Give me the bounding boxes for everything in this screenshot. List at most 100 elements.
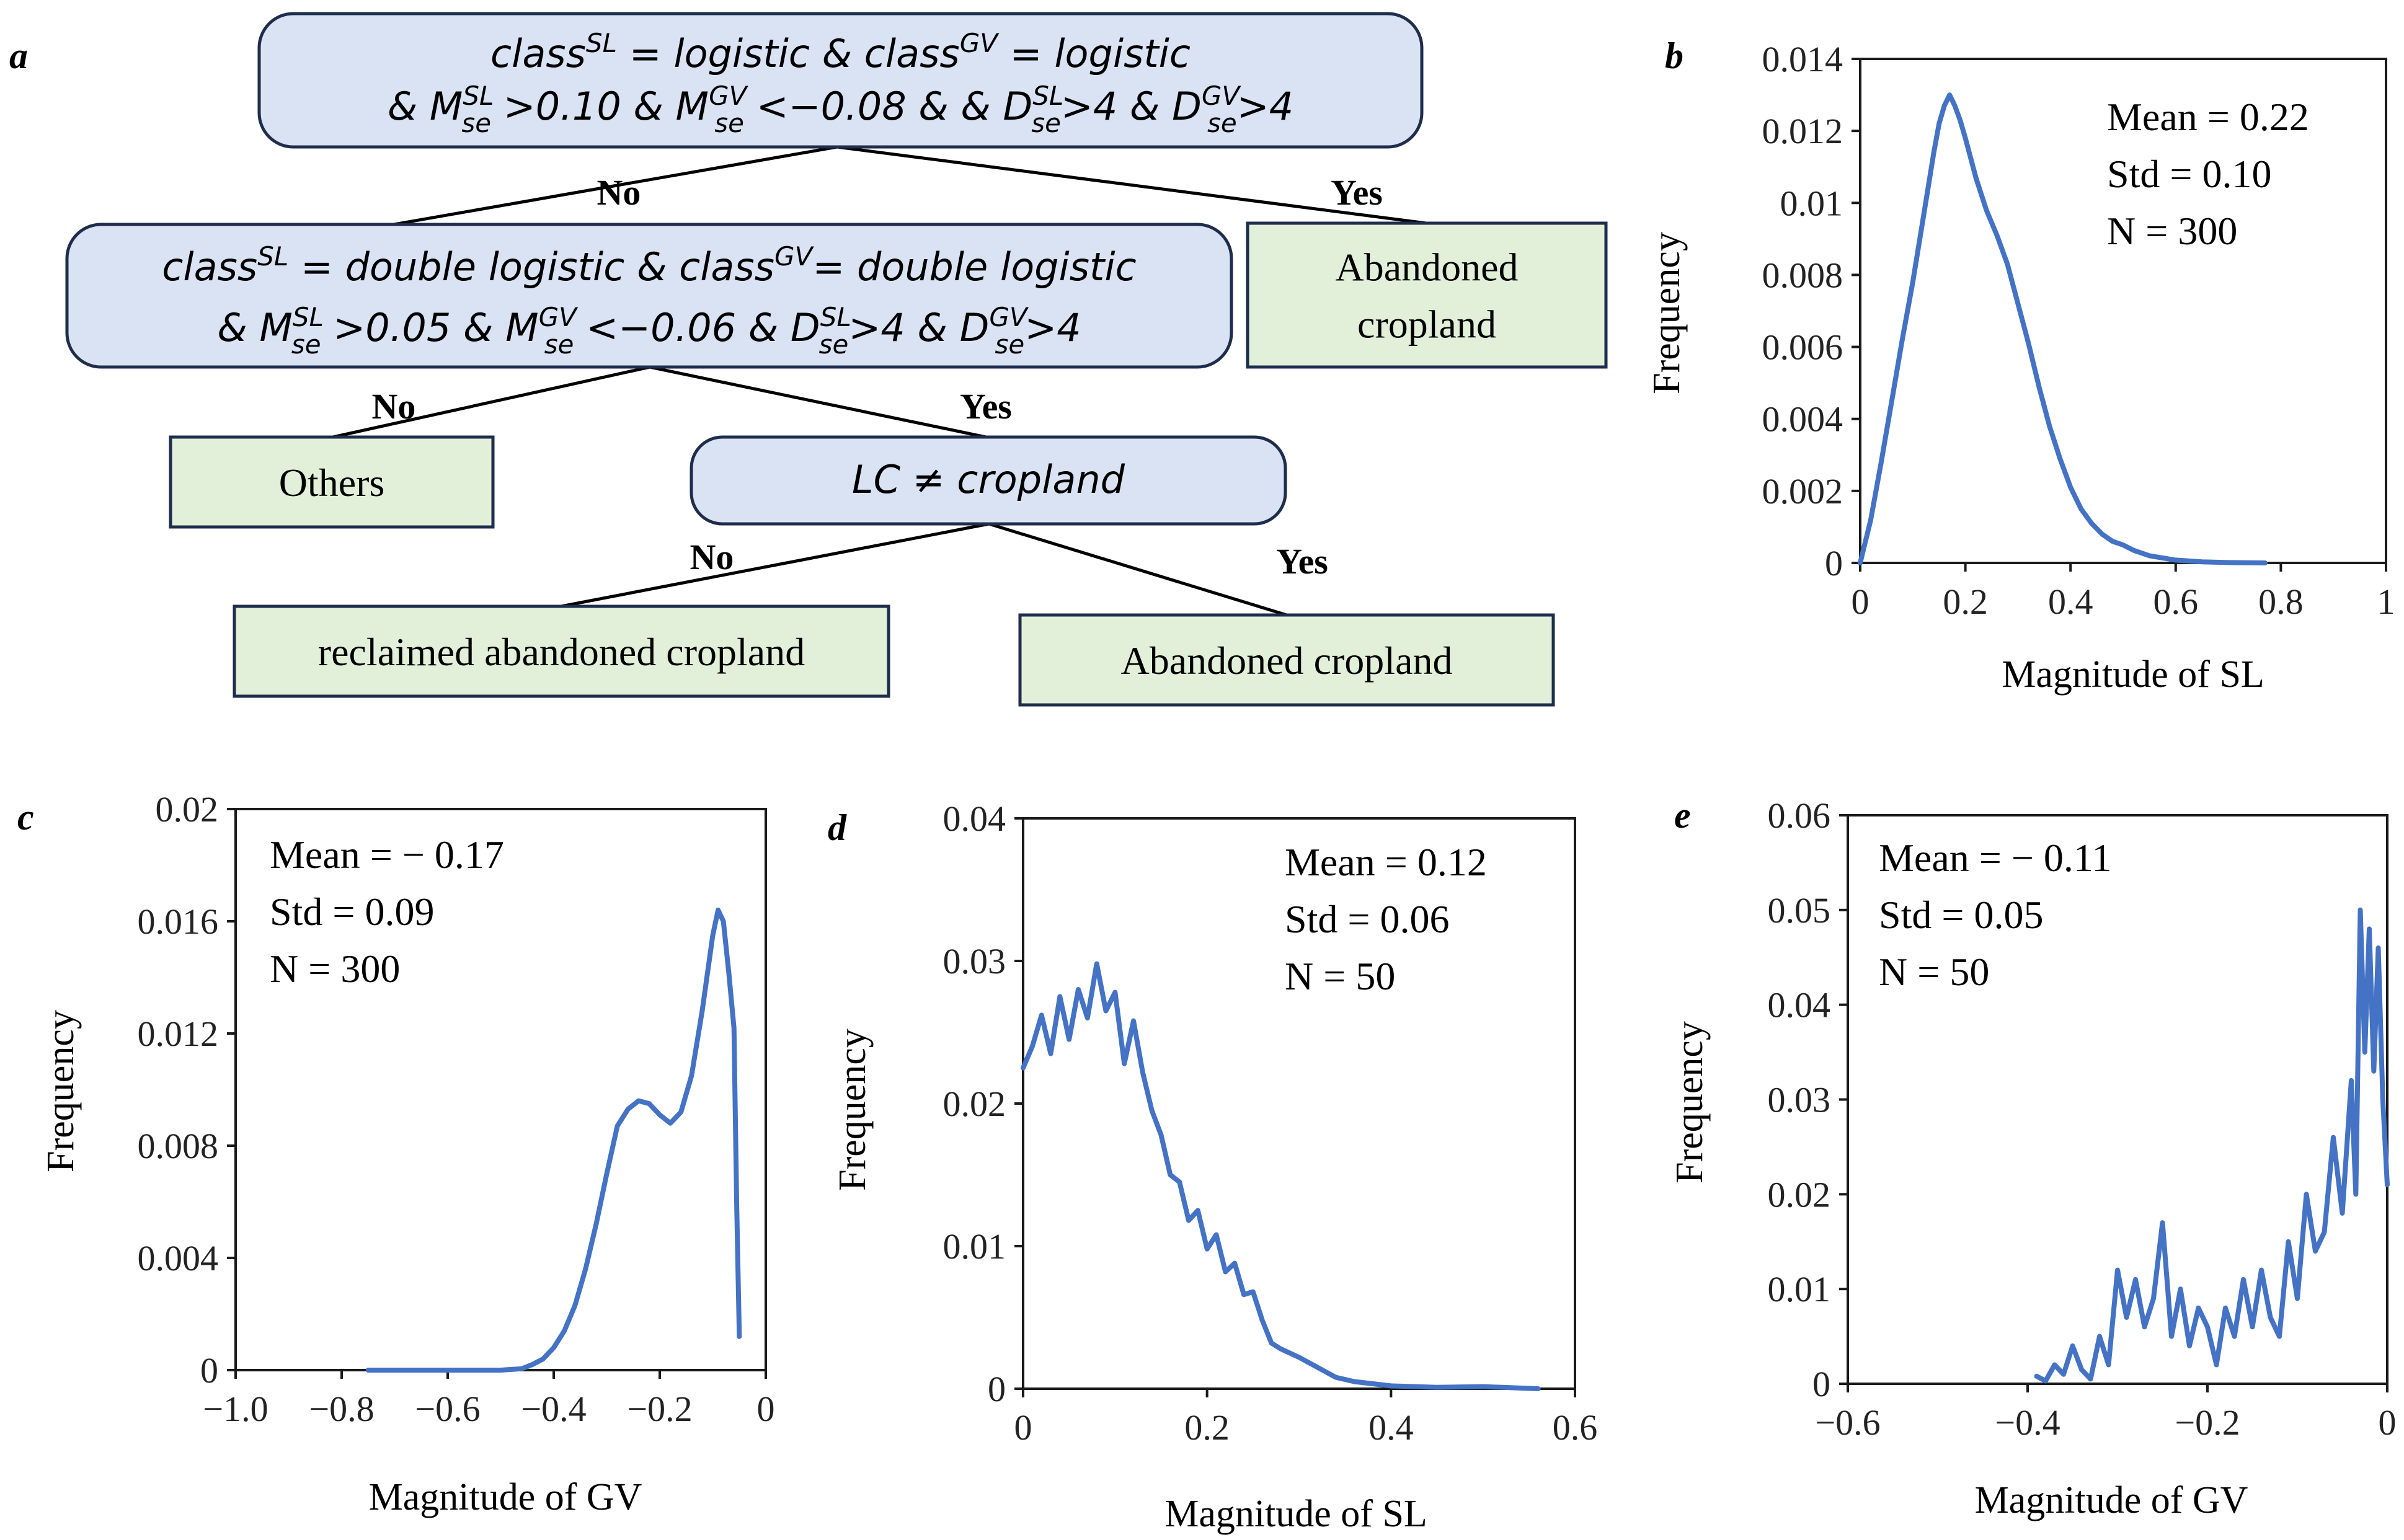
y-tick-label: 0.04 xyxy=(1768,985,1831,1025)
stats-line: Std = 0.10 xyxy=(2107,152,2271,196)
y-tick-label: 0 xyxy=(1825,543,1843,583)
tree-edge-label-no: No xyxy=(690,537,734,577)
chart-panel-d: 0 0.01 0.02 0.03 0.04 0 0.2 0.4 0.6 Magnitude of … xyxy=(832,799,1597,1535)
series-line xyxy=(1858,92,2268,565)
chart-panel-c: 0 0.004 0.008 0.012 0.016 0.02 −1.0 −0.8 −0.6 −0.… xyxy=(40,789,775,1518)
node-box xyxy=(690,435,1287,526)
panel-label-a: a xyxy=(9,35,28,76)
x-tick-label: 0.6 xyxy=(1553,1407,1598,1448)
chart-panel-e: 0 0.01 0.02 0.03 0.04 0.05 0.06 −0.6 −0.4 −0.2 0 Ma… xyxy=(1669,795,2397,1521)
node-box xyxy=(233,604,890,698)
tree-edge-label-no: No xyxy=(372,386,416,427)
leaf-text: Others xyxy=(279,461,385,505)
node-box xyxy=(1018,613,1555,707)
stats-line: N = 50 xyxy=(1879,950,1989,994)
leaf-text: reclaimed abandoned cropland xyxy=(318,630,805,674)
x-tick-label: 0 xyxy=(1014,1407,1032,1448)
series-line xyxy=(1021,961,1541,1391)
y-tick-label: 0.06 xyxy=(1768,795,1831,836)
stats-line: Mean = 0.22 xyxy=(2107,95,2309,139)
x-tick-label: −0.4 xyxy=(521,1389,586,1429)
tree-edge-n2-n3 xyxy=(649,365,987,439)
series-line xyxy=(2034,907,2390,1384)
plot-frame xyxy=(1859,58,2387,564)
leaf-node-leaf2: Others xyxy=(169,435,495,529)
x-tick-label: 0.2 xyxy=(1184,1407,1230,1448)
y-tick-label: 0.008 xyxy=(138,1126,219,1166)
x-tick-label: −0.8 xyxy=(309,1389,374,1429)
x-tick-label: −1.0 xyxy=(203,1389,268,1429)
y-tick-label: 0.01 xyxy=(1780,183,1843,223)
node-box xyxy=(65,223,1233,369)
decision-tree: No Yes No Yes No Yes classSL​ = logistic & cla… xyxy=(65,12,1608,707)
tree-edge-n3-leaf3 xyxy=(561,522,990,608)
y-tick-label: 0.012 xyxy=(1762,111,1843,151)
stats-line: N = 300 xyxy=(2107,209,2237,253)
panel-label-d: d xyxy=(828,807,847,848)
y-tick-label: 0.01 xyxy=(943,1226,1006,1267)
y-tick-label: 0.02 xyxy=(943,1084,1006,1124)
y-tick-label: 0.016 xyxy=(138,901,219,942)
x-tick-label: 0 xyxy=(2379,1402,2397,1443)
tree-edge-n1-n2 xyxy=(393,145,838,226)
condition-line: classSL​ = logistic & classGV​ = logisti… xyxy=(490,28,1191,76)
y-tick-label: 0.008 xyxy=(1762,255,1843,295)
x-axis-label: Magnitude of SL xyxy=(2002,653,2264,696)
series-line xyxy=(365,907,742,1373)
x-tick-label: 1 xyxy=(2377,582,2395,622)
y-axis-label: Frequency xyxy=(1669,1021,1711,1184)
x-tick-label: −0.4 xyxy=(1995,1402,2060,1443)
y-tick-label: 0.05 xyxy=(1768,890,1831,931)
leaf-node-leaf1: Abandoned cropland xyxy=(1246,221,1608,369)
y-axis-label: Frequency xyxy=(1646,232,1688,394)
y-tick-label: 0 xyxy=(988,1369,1006,1409)
tree-edge-n1-leaf1 xyxy=(836,145,1427,225)
y-tick-label: 0.02 xyxy=(156,789,219,830)
x-tick-label: 0.8 xyxy=(2258,582,2304,622)
charts: 0 0.002 0.004 0.006 0.008 0.01 0.012 0.014 0 0.2 0… xyxy=(40,39,2397,1535)
stats-line: Mean = 0.12 xyxy=(1285,840,1487,884)
panel-label-c: c xyxy=(17,797,34,838)
stats-line: Std = 0.09 xyxy=(270,890,434,934)
y-tick-label: 0.014 xyxy=(1762,39,1843,79)
y-tick-label: 0.012 xyxy=(138,1014,219,1054)
y-tick-label: 0 xyxy=(1812,1364,1830,1404)
leaf-text: cropland xyxy=(1357,302,1496,346)
x-tick-label: 0.6 xyxy=(2153,582,2199,622)
tree-edge-n2-leaf2 xyxy=(332,365,650,439)
x-tick-label: −0.2 xyxy=(2175,1402,2240,1443)
x-tick-label: 0.4 xyxy=(2048,582,2093,622)
x-tick-label: −0.2 xyxy=(627,1389,692,1429)
y-tick-label: 0.02 xyxy=(1768,1174,1831,1215)
stats-line: Mean = − 0.17 xyxy=(270,833,504,877)
tree-edge-n3-leaf4 xyxy=(988,522,1287,617)
x-axis-label: Magnitude of SL xyxy=(1164,1493,1427,1535)
decision-node-n1: classSL​ = logistic & classGV​ = logisti… xyxy=(257,12,1424,149)
condition-line: LC ≠ cropland xyxy=(852,457,1125,502)
y-tick-label: 0.03 xyxy=(1768,1080,1831,1120)
y-tick-label: 0 xyxy=(200,1350,218,1391)
stats-line: N = 50 xyxy=(1285,954,1395,998)
leaf-text: Abandoned xyxy=(1335,245,1518,289)
decision-node-n2: classSL​ = double logistic & classGV​= d… xyxy=(65,223,1233,369)
decision-node-n3: LC ≠ cropland xyxy=(690,435,1287,526)
tree-edge-label-yes: Yes xyxy=(960,386,1012,427)
leaf-node-leaf4: Abandoned cropland xyxy=(1018,613,1555,707)
node-box xyxy=(1246,221,1608,369)
stats-line: Std = 0.06 xyxy=(1285,897,1449,941)
stats-line: Mean = − 0.11 xyxy=(1879,836,2112,880)
y-tick-label: 0.004 xyxy=(1762,399,1843,440)
x-tick-label: −0.6 xyxy=(1815,1402,1880,1443)
panel-label-b: b xyxy=(1665,35,1683,76)
node-box xyxy=(169,435,495,529)
y-tick-label: 0.002 xyxy=(1762,471,1843,511)
y-tick-label: 0.006 xyxy=(1762,327,1843,368)
x-tick-label: 0 xyxy=(1852,582,1870,622)
x-tick-label: 0.2 xyxy=(1943,582,1988,622)
x-axis-label: Magnitude of GV xyxy=(369,1476,642,1518)
panel-label-e: e xyxy=(1674,795,1691,836)
y-tick-label: 0.004 xyxy=(138,1238,219,1278)
